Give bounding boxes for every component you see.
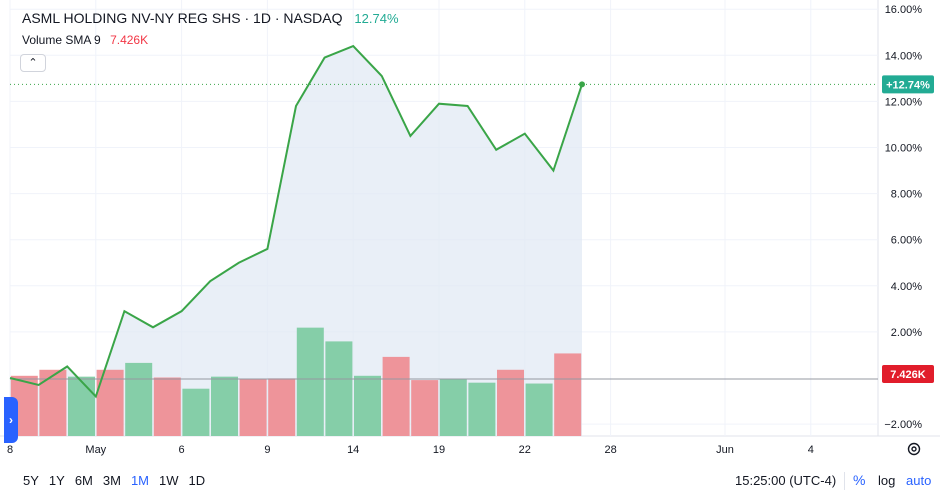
range-5y[interactable]: 5Y [23, 473, 39, 488]
change-percent: 12.74% [354, 11, 399, 26]
y-tick-label: 10.00% [885, 143, 923, 155]
percent-scale-toggle[interactable]: % [853, 472, 866, 488]
x-tick-label: 19 [433, 444, 445, 456]
volume-bar [554, 353, 582, 436]
volume-bar [68, 376, 95, 436]
y-tick-label: 8.00% [891, 189, 922, 201]
x-tick-label: 9 [264, 444, 270, 456]
y-tick-label: 6.00% [891, 235, 922, 247]
x-tick-label: 22 [519, 444, 531, 456]
volume-value: 7.426K [110, 33, 149, 47]
volume-bar [382, 356, 410, 436]
last-price-badge-bg [882, 75, 934, 94]
x-tick-label: 8 [7, 444, 13, 456]
volume-bar [411, 380, 439, 436]
volume-legend: Volume SMA 9 7.426K [22, 33, 148, 47]
volume-bar [468, 382, 496, 436]
gear-icon[interactable] [906, 441, 922, 457]
volume-study: SMA 9 [65, 33, 101, 47]
x-axis: 8 May 6 9 14 19 22 28 Jun 4 [7, 444, 814, 456]
last-price-marker [579, 81, 585, 88]
volume-bar [239, 379, 267, 436]
range-1y[interactable]: 1Y [48, 473, 65, 488]
y-tick-label: 12.00% [885, 96, 923, 108]
auto-scale-toggle[interactable]: auto [906, 473, 932, 488]
volume-bar [497, 369, 524, 436]
volume-bar [125, 362, 153, 436]
volume-bar [439, 379, 467, 436]
y-tick-label: 4.00% [891, 281, 922, 293]
volume-bar [354, 375, 381, 436]
collapse-legend-button[interactable]: ⌃ [20, 54, 46, 72]
x-tick-label: Jun [716, 444, 734, 456]
x-tick-label: 4 [808, 444, 814, 456]
chevron-up-icon: ⌃ [28, 57, 38, 69]
volume-bar [153, 377, 181, 436]
x-tick-label: 14 [347, 444, 359, 456]
price-line [9, 44, 583, 399]
volume-bar [39, 369, 67, 436]
toolbar-divider [844, 472, 845, 490]
y-tick-label: 2.00% [891, 327, 922, 339]
volume-label: Volume [22, 33, 63, 47]
volume-bar [325, 341, 353, 436]
timezone-clock[interactable]: 15:25:00 (UTC-4) [735, 473, 837, 488]
volume-bar [182, 388, 210, 436]
last-price-badge: +12.74% [886, 79, 930, 91]
range-1m[interactable]: 1M [130, 473, 149, 488]
volume-bar [211, 376, 238, 436]
volume-bar [268, 378, 296, 436]
y-axis: 16.00% 14.00% 12.00% 10.00% 8.00% 6.00% 4.00% 2… [884, 4, 922, 431]
x-tick-label: May [85, 444, 106, 456]
y-tick-label: 16.00% [885, 4, 923, 16]
chart-header: ASML HOLDING NV-NY REG SHS · 1D · NASDAQ… [22, 10, 399, 26]
range-1d[interactable]: 1D [188, 473, 206, 488]
price-badges: +12.74% 7.426K [882, 75, 934, 383]
bottom-toolbar: 5Y 1Y 6M 3M 1M 1W 1D 15:25:00 (UTC-4) % … [0, 466, 940, 498]
y-tick-label: 14.00% [885, 50, 923, 62]
expand-sidebar-button[interactable]: › [4, 397, 18, 443]
range-3m[interactable]: 3M [102, 473, 121, 488]
range-1w[interactable]: 1W [159, 473, 179, 488]
volume-bar [525, 383, 553, 436]
chevron-right-icon: › [9, 413, 13, 427]
log-scale-toggle[interactable]: log [878, 473, 896, 488]
range-selector: 5Y 1Y 6M 3M 1M 1W 1D [18, 473, 210, 488]
area-fill [10, 46, 582, 436]
range-6m[interactable]: 6M [74, 473, 93, 488]
volume-bar [296, 327, 324, 436]
y-tick-label: −2.00% [884, 419, 922, 431]
volume-sma-badge: 7.426K [890, 369, 926, 381]
volume-sma-badge-bg [882, 365, 934, 383]
x-tick-label: 6 [179, 444, 185, 456]
x-tick-label: 28 [604, 444, 616, 456]
symbol-title: ASML HOLDING NV-NY REG SHS · 1D · NASDAQ [22, 10, 343, 26]
